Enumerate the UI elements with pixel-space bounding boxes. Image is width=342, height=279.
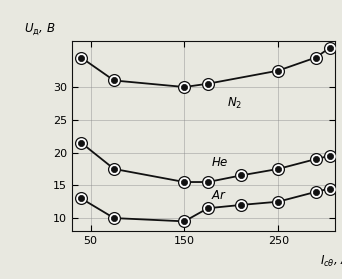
- Text: $U_{\rm д}$, В: $U_{\rm д}$, В: [24, 21, 56, 37]
- Text: $Ar$: $Ar$: [211, 189, 227, 202]
- X-axis label: $I_{c\theta}$, A: $I_{c\theta}$, A: [319, 254, 342, 269]
- Text: $N_2$: $N_2$: [227, 96, 242, 111]
- Text: $He$: $He$: [211, 156, 228, 169]
